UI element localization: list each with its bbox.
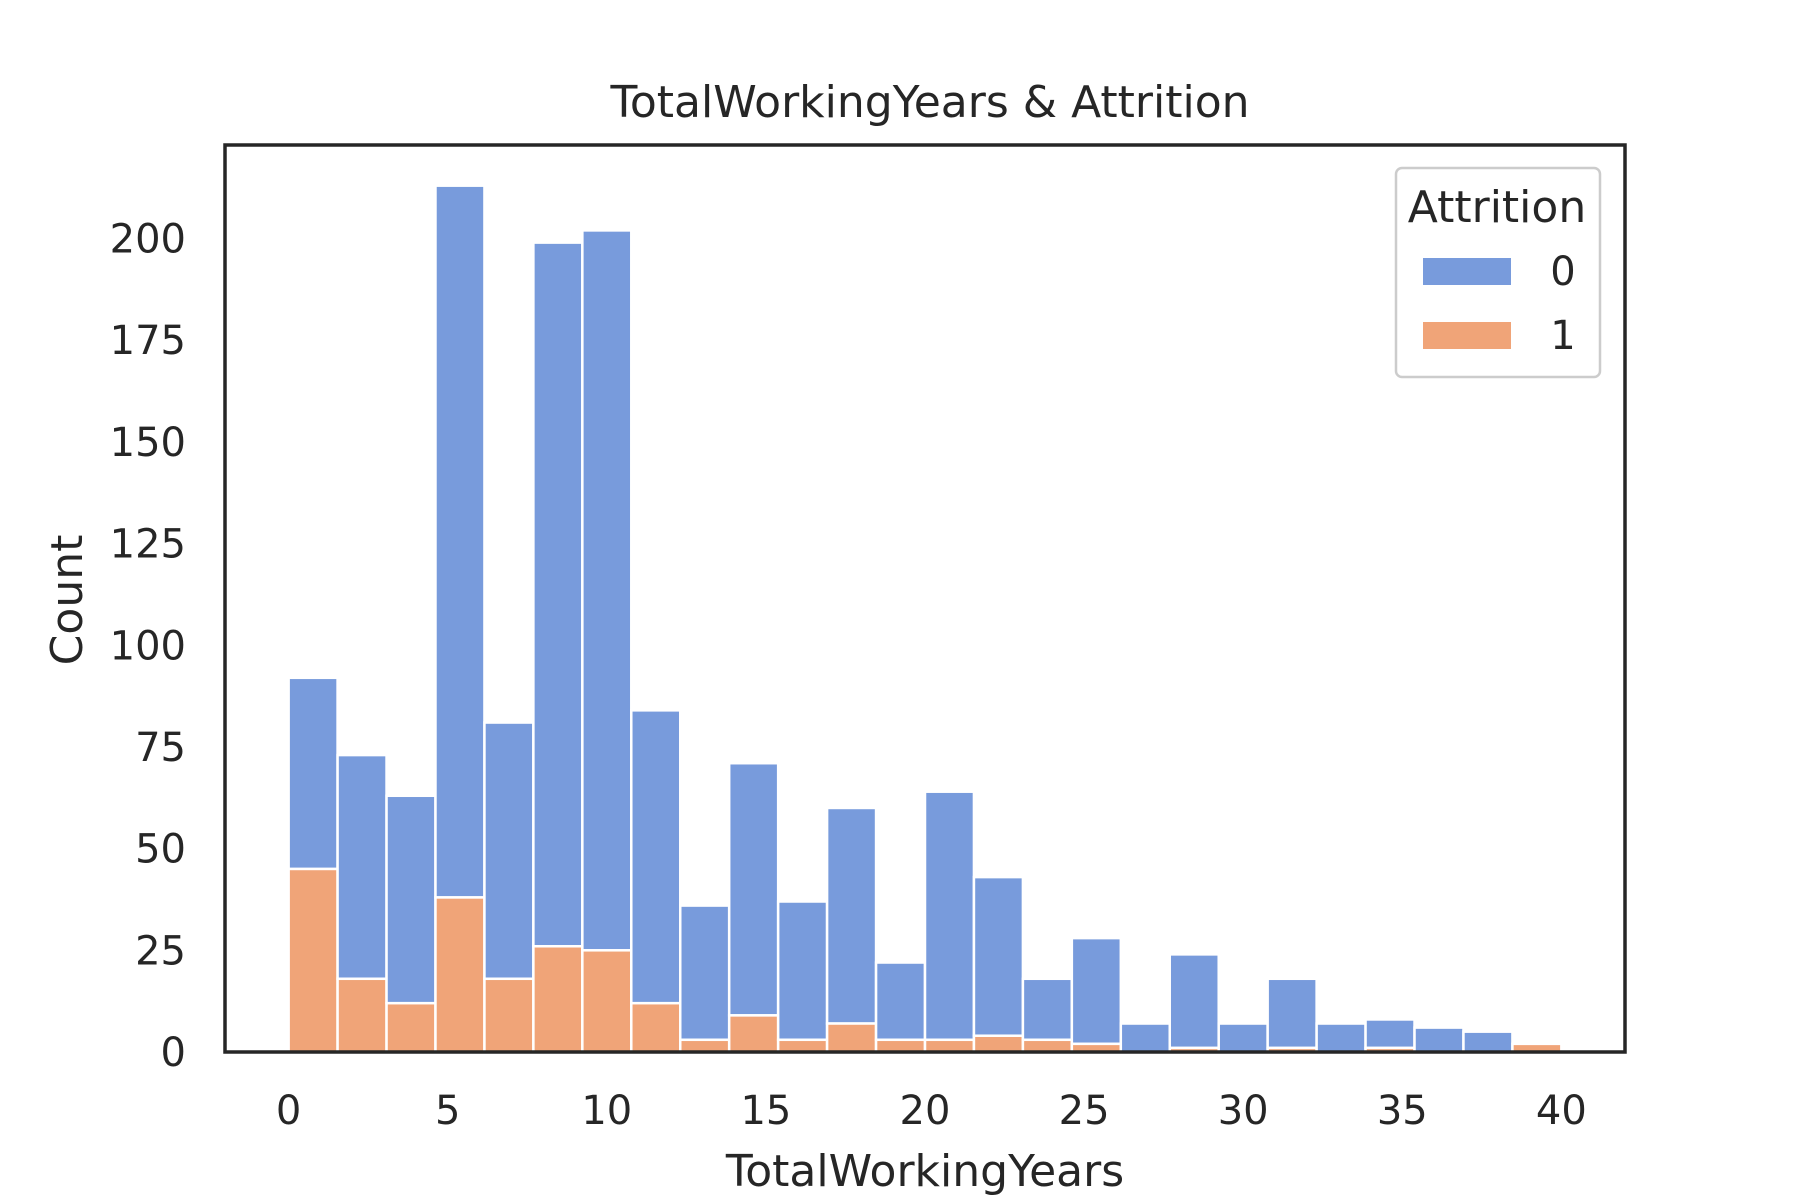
y-tick-label: 200 (110, 217, 186, 263)
plot-frame (223, 143, 1627, 1054)
bar-attrition-0-bin-14 (972, 875, 1025, 1037)
bar-attrition-1-bin-4 (483, 977, 535, 1054)
x-tick-label: 5 (435, 1088, 460, 1134)
bar-attrition-1-bin-11 (825, 1022, 878, 1054)
bar-attrition-1-bin-7 (630, 1001, 682, 1054)
bars-group (287, 184, 1563, 1054)
x-tick-label: 15 (740, 1088, 791, 1134)
legend-label-1: 1 (1550, 313, 1575, 359)
x-tick-label: 10 (581, 1088, 632, 1134)
bar-attrition-0-bin-2 (385, 794, 437, 1005)
bar-attrition-0-bin-13 (923, 790, 976, 1042)
x-tick-labels: 0 5 10 15 20 25 30 35 40 (276, 1088, 1587, 1134)
legend-label-0: 0 (1550, 249, 1575, 295)
bar-attrition-1-bin-14 (972, 1034, 1025, 1054)
bar-attrition-1-bin-3 (434, 896, 486, 1054)
bar-attrition-0-bin-8 (679, 904, 731, 1042)
bar-attrition-0-bin-21 (1315, 1022, 1367, 1054)
bar-attrition-1-bin-1 (336, 977, 388, 1054)
x-tick-label: 20 (900, 1088, 951, 1134)
bar-attrition-1-bin-9 (727, 1014, 780, 1054)
y-tick-labels: 0 25 50 75 100 125 150 175 200 (110, 217, 186, 1076)
y-tick-label: 175 (110, 318, 186, 364)
bar-attrition-0-bin-5 (532, 241, 584, 948)
bar-attrition-1-bin-10 (776, 1038, 829, 1054)
y-tick-label: 150 (110, 420, 186, 466)
x-tick-label: 25 (1059, 1088, 1110, 1134)
bar-attrition-0-bin-16 (1070, 936, 1123, 1046)
bar-attrition-0-bin-3 (434, 184, 486, 899)
bar-attrition-0-bin-20 (1266, 977, 1318, 1050)
bar-attrition-0-bin-15 (1021, 977, 1074, 1042)
y-axis-label: Count (42, 535, 93, 666)
x-tick-label: 35 (1377, 1088, 1428, 1134)
bar-attrition-0-bin-1 (336, 753, 388, 981)
legend: Attrition 0 1 (1394, 166, 1602, 379)
bar-attrition-1-bin-8 (679, 1038, 731, 1054)
legend-title: Attrition (1408, 182, 1586, 233)
legend-swatch-0 (1423, 258, 1511, 285)
bar-attrition-0-bin-7 (630, 709, 682, 1005)
bar-attrition-1-bin-12 (874, 1038, 927, 1054)
x-tick-label: 30 (1218, 1088, 1269, 1134)
bar-attrition-0-bin-9 (727, 761, 780, 1017)
bar-attrition-0-bin-19 (1217, 1022, 1269, 1054)
legend-swatch-1 (1423, 322, 1511, 349)
y-tick-label: 0 (161, 1030, 186, 1076)
bar-attrition-1-bin-6 (581, 949, 633, 1054)
bar-attrition-1-bin-15 (1021, 1038, 1074, 1054)
bar-attrition-1-bin-0 (287, 867, 339, 1054)
x-tick-label: 0 (276, 1088, 301, 1134)
bar-attrition-1-bin-13 (923, 1038, 976, 1054)
bar-attrition-0-bin-17 (1119, 1022, 1171, 1054)
bar-attrition-0-bin-6 (581, 229, 633, 952)
bar-attrition-0-bin-18 (1168, 953, 1220, 1050)
bar-attrition-1-bin-2 (385, 1001, 437, 1054)
y-tick-label: 75 (135, 725, 186, 771)
bar-attrition-0-bin-12 (874, 961, 927, 1042)
y-tick-label: 50 (135, 827, 186, 873)
bar-attrition-0-bin-22 (1364, 1018, 1416, 1050)
bar-attrition-1-bin-5 (532, 945, 584, 1054)
y-tick-label: 125 (110, 522, 186, 568)
y-tick-label: 25 (135, 928, 186, 974)
bar-attrition-0-bin-24 (1462, 1030, 1514, 1054)
bar-attrition-0-bin-11 (825, 806, 878, 1025)
chart-title: TotalWorkingYears & Attrition (609, 77, 1249, 128)
bar-attrition-0-bin-4 (483, 721, 535, 981)
bar-attrition-0-bin-0 (287, 676, 339, 871)
y-tick-label: 100 (110, 623, 186, 669)
bar-attrition-0-bin-23 (1413, 1026, 1465, 1054)
x-tick-label: 40 (1536, 1088, 1587, 1134)
bar-attrition-0-bin-10 (776, 900, 829, 1042)
x-axis-label: TotalWorkingYears (725, 1146, 1124, 1197)
